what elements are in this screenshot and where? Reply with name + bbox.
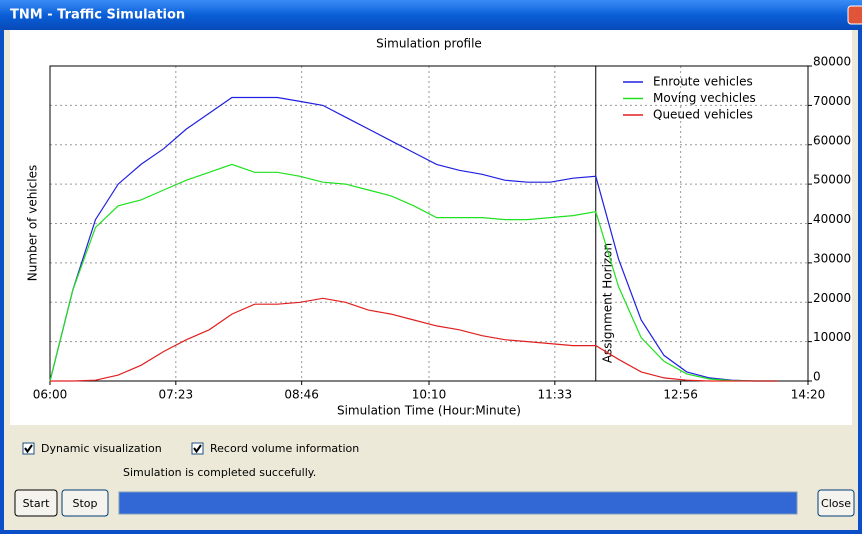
- y-tick-label: 50000: [813, 173, 851, 187]
- checkbox-label: Record volume information: [210, 442, 359, 455]
- y-tick-label: 10000: [813, 330, 851, 344]
- checkmark: [193, 444, 202, 454]
- status-text: Simulation is completed succefully.: [123, 466, 316, 479]
- button[interactable]: [61, 489, 109, 517]
- series-line: [49, 163, 778, 382]
- controls: Dynamic visualization Record volume infor…: [14, 442, 855, 517]
- y-tick-label: 30000: [813, 251, 851, 265]
- horizon-label: Assignment Horizon: [600, 243, 614, 363]
- plot-border: [49, 65, 809, 382]
- y-tick-label: 70000: [813, 94, 851, 108]
- button-label: Close: [821, 497, 851, 510]
- x-tick-label: 10:10: [412, 388, 447, 402]
- x-tick-label: 14:20: [791, 388, 826, 402]
- button[interactable]: [14, 489, 58, 517]
- button[interactable]: [817, 489, 855, 517]
- button-label: Stop: [72, 497, 97, 510]
- progress-bar: [118, 491, 798, 515]
- x-axis-label: Simulation Time (Hour:Minute): [337, 404, 521, 418]
- title-bar: [0, 0, 862, 30]
- y-tick-label: 0: [813, 370, 821, 384]
- y-tick-label: 20000: [813, 291, 851, 305]
- plot: 0 10000 20000 30000 40000 50000 60000 70000 8000…: [33, 55, 851, 402]
- y-tick-label: 40000: [813, 212, 851, 226]
- checkbox-label: Dynamic visualization: [41, 442, 162, 455]
- y-tick-label: 80000: [813, 55, 851, 69]
- chart-area: [10, 30, 852, 425]
- legend-label: Moving vechicles: [653, 91, 756, 105]
- x-tick-label: 07:23: [159, 388, 194, 402]
- x-tick-label: 11:33: [538, 388, 573, 402]
- series-line: [49, 96, 778, 382]
- chart-title: Simulation profile: [376, 37, 482, 51]
- legend-label: Enroute vehicles: [653, 75, 753, 89]
- button-label: Start: [23, 497, 51, 510]
- window-title: TNM - Traffic Simulation: [10, 8, 185, 23]
- close-icon[interactable]: [847, 5, 862, 25]
- x-tick-label: 06:00: [33, 388, 68, 402]
- x-tick-label: 08:46: [284, 388, 319, 402]
- legend-label: Queued vehicles: [653, 108, 753, 122]
- y-tick-label: 60000: [813, 133, 851, 147]
- series-line: [50, 297, 778, 382]
- checkmark: [24, 444, 33, 454]
- x-tick-label: 12:56: [663, 388, 698, 402]
- y-axis-label: Number of vehicles: [26, 165, 40, 281]
